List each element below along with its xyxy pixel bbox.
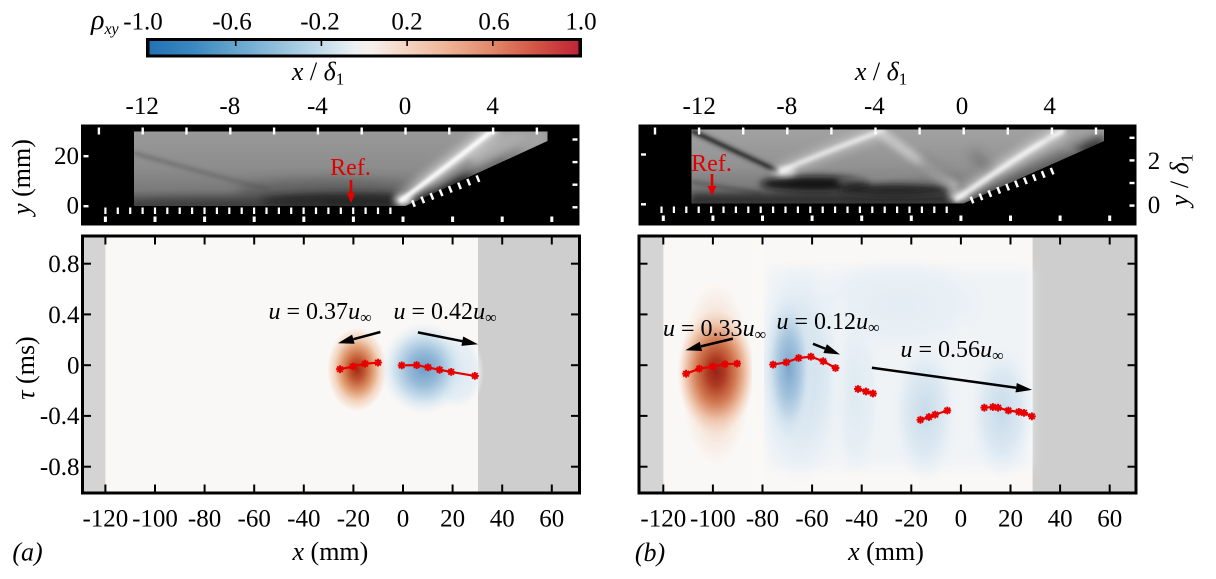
svg-text:-120: -120 xyxy=(640,506,686,533)
svg-text:0: 0 xyxy=(956,93,969,120)
svg-text:-8: -8 xyxy=(776,93,797,120)
svg-text:-60: -60 xyxy=(238,506,271,533)
svg-text:0.2: 0.2 xyxy=(391,9,422,36)
svg-text:u = 0.12u∞: u = 0.12u∞ xyxy=(777,309,880,337)
svg-text:20: 20 xyxy=(440,506,465,533)
svg-text:0.6: 0.6 xyxy=(478,9,509,36)
svg-text:-1.0: -1.0 xyxy=(123,9,163,36)
svg-text:x / δ1: x / δ1 xyxy=(291,57,344,89)
svg-text:4: 4 xyxy=(486,93,499,120)
svg-text:0: 0 xyxy=(399,93,412,120)
svg-text:-40: -40 xyxy=(287,506,320,533)
svg-text:0: 0 xyxy=(955,506,968,533)
svg-text:2: 2 xyxy=(1148,148,1161,175)
svg-text:-0.2: -0.2 xyxy=(300,9,340,36)
svg-text:-20: -20 xyxy=(895,506,928,533)
svg-text:-40: -40 xyxy=(845,506,878,533)
svg-text:-20: -20 xyxy=(337,506,370,533)
svg-text:(a): (a) xyxy=(12,538,42,567)
svg-text:60: 60 xyxy=(1097,506,1122,533)
svg-text:u = 0.42u∞: u = 0.42u∞ xyxy=(394,299,497,327)
svg-text:20: 20 xyxy=(998,506,1023,533)
svg-text:u = 0.56u∞: u = 0.56u∞ xyxy=(901,337,1004,365)
svg-text:-120: -120 xyxy=(82,506,128,533)
svg-text:40: 40 xyxy=(490,506,515,533)
svg-text:-0.4: -0.4 xyxy=(40,403,80,430)
svg-text:y (mm): y (mm) xyxy=(7,139,36,218)
svg-text:40: 40 xyxy=(1048,506,1073,533)
svg-text:-80: -80 xyxy=(746,506,779,533)
svg-text:0.8: 0.8 xyxy=(48,251,79,278)
svg-text:4: 4 xyxy=(1043,93,1056,120)
svg-text:-60: -60 xyxy=(795,506,828,533)
svg-text:x / δ1: x / δ1 xyxy=(854,57,907,89)
svg-text:-100: -100 xyxy=(132,506,178,533)
svg-text:-0.6: -0.6 xyxy=(212,9,252,36)
svg-text:0.4: 0.4 xyxy=(48,302,80,329)
svg-text:u = 0.33u∞: u = 0.33u∞ xyxy=(663,316,766,344)
svg-text:-8: -8 xyxy=(219,93,240,120)
svg-text:-100: -100 xyxy=(690,506,736,533)
svg-text:Ref.: Ref. xyxy=(691,151,732,177)
svg-text:-12: -12 xyxy=(683,93,716,120)
svg-text:x (mm): x (mm) xyxy=(847,537,924,566)
svg-text:-4: -4 xyxy=(307,93,328,120)
svg-text:20: 20 xyxy=(54,143,79,170)
svg-text:-4: -4 xyxy=(864,93,885,120)
svg-text:-12: -12 xyxy=(126,93,159,120)
svg-text:y / δ1: y / δ1 xyxy=(1165,154,1197,209)
svg-text:1.0: 1.0 xyxy=(565,9,596,36)
svg-text:τ (ms): τ (ms) xyxy=(11,336,40,399)
svg-text:0: 0 xyxy=(67,353,80,380)
svg-text:Ref.: Ref. xyxy=(330,155,371,181)
svg-text:60: 60 xyxy=(539,506,564,533)
svg-text:-0.8: -0.8 xyxy=(40,454,80,481)
svg-text:0: 0 xyxy=(1148,192,1161,219)
svg-text:-80: -80 xyxy=(188,506,221,533)
svg-text:x (mm): x (mm) xyxy=(291,537,368,566)
svg-text:u = 0.37u∞: u = 0.37u∞ xyxy=(269,299,372,327)
svg-text:0: 0 xyxy=(397,506,410,533)
svg-text:0: 0 xyxy=(67,193,80,220)
svg-text:(b): (b) xyxy=(635,538,665,567)
